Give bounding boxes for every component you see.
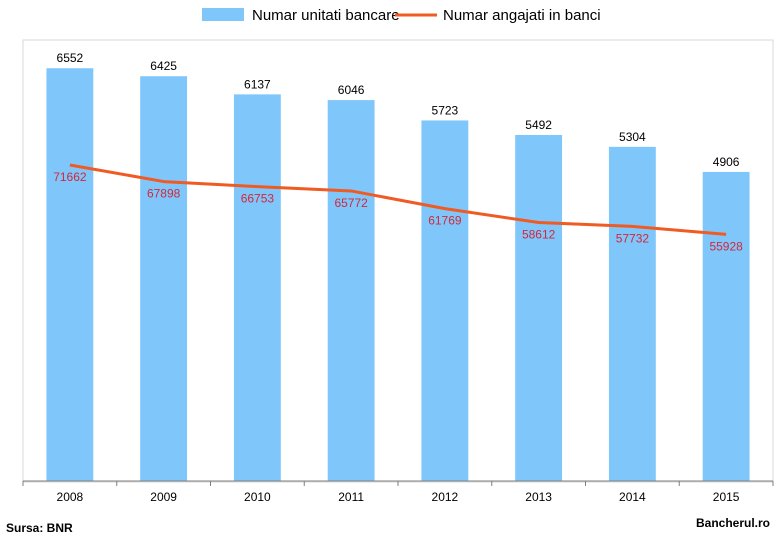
bar-series <box>46 68 750 482</box>
x-tick-label: 2011 <box>338 490 364 504</box>
bar-value-label: 5723 <box>432 103 459 117</box>
line-value-label: 61769 <box>428 214 462 228</box>
line-value-label: 58612 <box>522 228 556 242</box>
x-tick-label: 2014 <box>619 490 646 504</box>
line-value-label: 57732 <box>616 231 650 245</box>
x-tick-label: 2012 <box>432 490 459 504</box>
bar-value-label: 6552 <box>57 51 84 65</box>
bar-value-label: 5492 <box>525 118 552 132</box>
line-value-label: 55928 <box>709 239 743 253</box>
bar-value-label: 5304 <box>619 130 646 144</box>
x-axis-ticks <box>22 481 774 486</box>
bar-value-label: 6425 <box>150 59 177 73</box>
legend-bar-swatch <box>202 8 244 21</box>
x-tick-label: 2010 <box>244 490 271 504</box>
bar-2008 <box>46 68 94 481</box>
line-value-label: 66753 <box>241 192 275 206</box>
x-tick-label: 2009 <box>150 490 177 504</box>
bar-2012 <box>421 120 469 482</box>
bar-2015 <box>702 171 750 481</box>
bar-2014 <box>608 146 656 481</box>
bar-2013 <box>515 135 563 481</box>
brand-label: Bancherul.ro <box>695 516 770 530</box>
bar-2011 <box>327 100 375 482</box>
bar-2010 <box>233 94 281 481</box>
line-series <box>69 163 727 236</box>
legend-bar-label: Numar unitati bancare <box>252 7 400 24</box>
line-value-label: 65772 <box>334 196 368 210</box>
plot-area <box>22 39 774 483</box>
legend: Numar unitati bancare Numar angajati in … <box>202 7 601 24</box>
x-tick-label: 2008 <box>57 490 84 504</box>
legend-line-label: Numar angajati in banci <box>443 7 601 24</box>
x-tick-label: 2013 <box>525 490 552 504</box>
line-labels: 71662 67898 66753 65772 61769 58612 57732 55928 <box>53 170 743 253</box>
bar-value-label: 6137 <box>244 77 271 91</box>
bar-value-label: 6046 <box>338 83 365 97</box>
employees-line <box>69 163 727 236</box>
line-value-label: 67898 <box>147 187 181 201</box>
x-tick-label: 2015 <box>713 490 740 504</box>
bar-2009 <box>140 76 188 481</box>
x-axis-labels: 2008 2009 2010 2011 2012 2013 2014 2015 <box>57 490 740 504</box>
source-note: Sursa: BNR <box>6 521 73 535</box>
line-value-label: 71662 <box>53 170 87 184</box>
bar-value-label: 4906 <box>713 155 740 169</box>
bar-labels: 6552 6425 6137 6046 5723 5492 5304 4906 <box>57 51 740 169</box>
